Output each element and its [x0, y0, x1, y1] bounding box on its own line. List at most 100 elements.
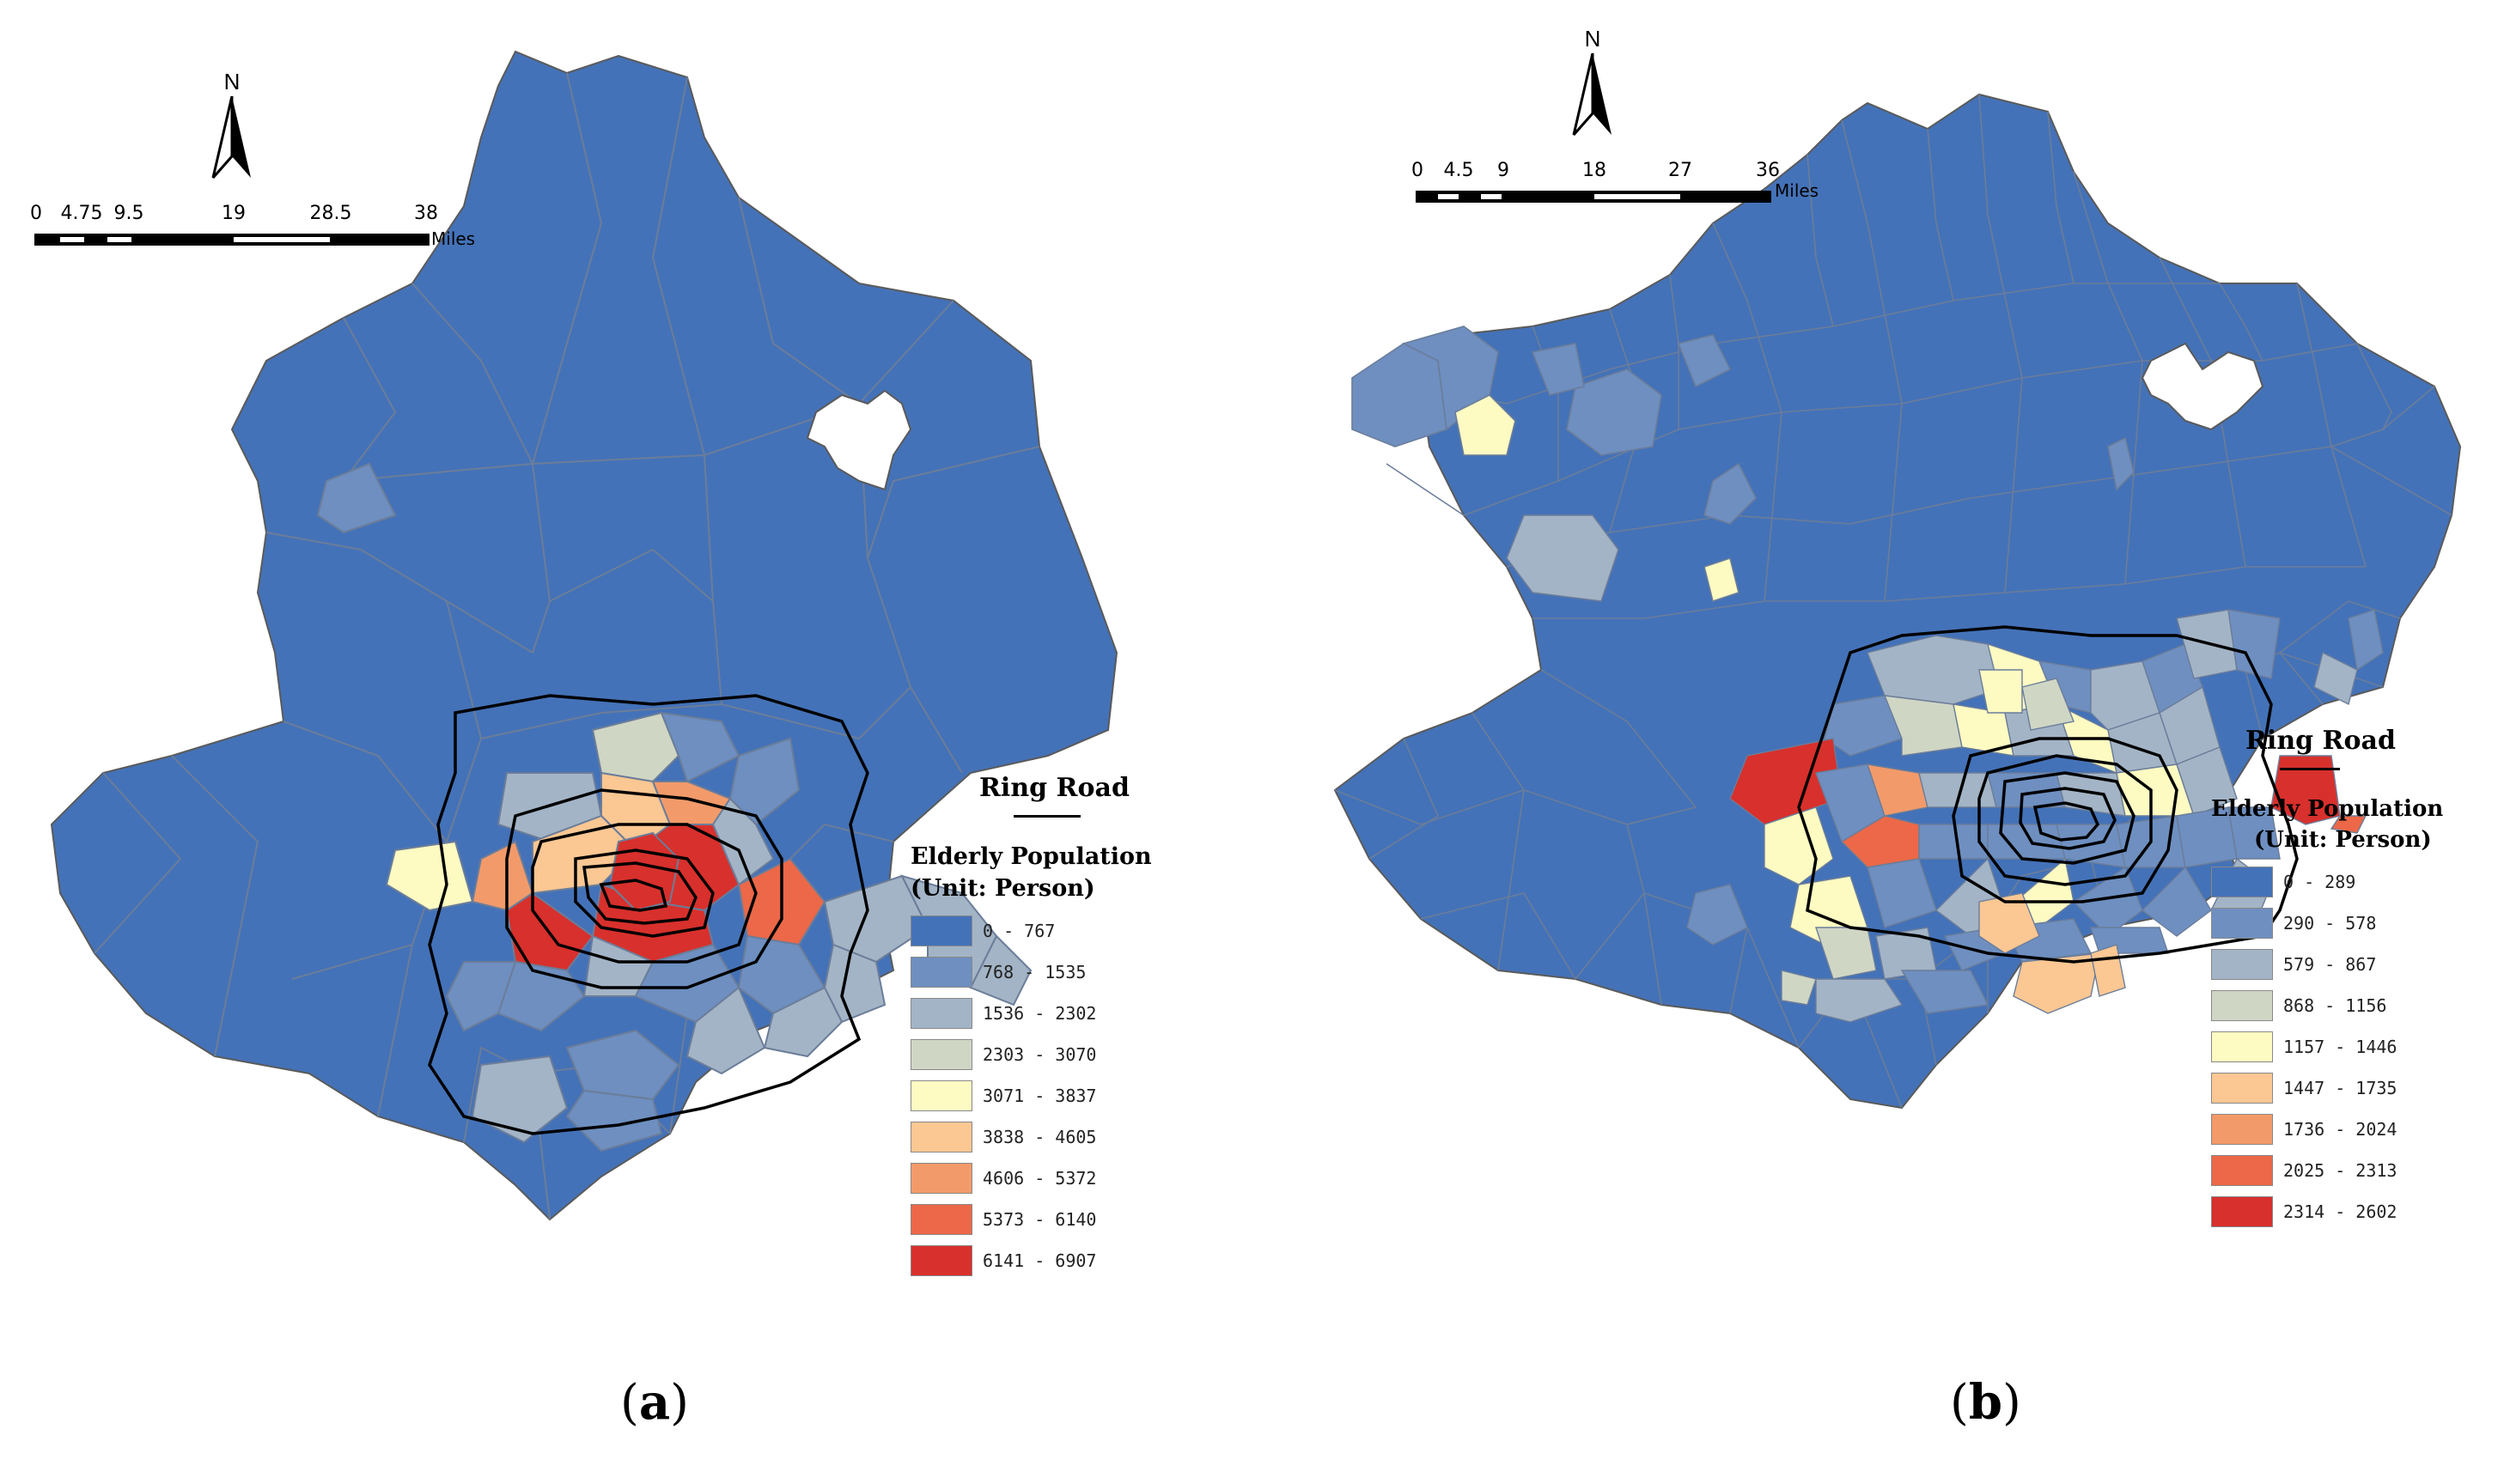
- legend-item: 5373 - 6140: [911, 1199, 1254, 1240]
- legend-item: 1447 - 1735: [2211, 1067, 2495, 1109]
- scale-tick-label: 4.5: [1443, 160, 1474, 181]
- scale-tick-label: 4.75: [60, 203, 103, 224]
- legend-range: 768 - 1535: [983, 962, 1087, 982]
- scale-tick-label: 0: [30, 203, 42, 224]
- scale-tick-label: 18: [1582, 160, 1606, 181]
- north-arrow-a: N: [206, 69, 258, 180]
- legend-item: 0 - 289: [2211, 861, 2495, 903]
- legend-range: 1736 - 2024: [2283, 1119, 2397, 1140]
- scale-tick-label: 38: [414, 203, 438, 224]
- legend-swatch: [911, 1204, 972, 1235]
- legend-unit-b: (Unit: Person): [2254, 827, 2432, 853]
- ring-road-label-a: Ring Road: [979, 773, 1130, 803]
- north-arrow-icon: [211, 96, 251, 179]
- legend-range: 290 - 578: [2283, 913, 2377, 934]
- scale-bar-graphic-a: [34, 234, 430, 246]
- legend-swatch: [2211, 1073, 2273, 1104]
- legend-item: 868 - 1156: [2211, 985, 2495, 1026]
- scale-tick-label: 0: [1411, 160, 1423, 181]
- legend-range: 5373 - 6140: [983, 1209, 1097, 1230]
- scale-tick-label: 36: [1756, 160, 1780, 181]
- caption-open: (: [620, 1375, 639, 1431]
- legend-item: 768 - 1535: [911, 952, 1254, 993]
- scale-tick-label: 9.5: [113, 203, 144, 224]
- caption-letter: b: [1968, 1374, 2003, 1431]
- legend-item: 2025 - 2313: [2211, 1150, 2495, 1191]
- legend-swatch: [911, 957, 972, 988]
- legend-title-a: Elderly Population: [911, 843, 1152, 870]
- northwest-districts-b: [1351, 325, 2135, 603]
- caption-b: (b): [1950, 1374, 2021, 1431]
- legend-swatch: [2211, 1155, 2273, 1186]
- legend-item: 3838 - 4605: [911, 1116, 1254, 1158]
- caption-a: (a): [620, 1374, 689, 1431]
- north-label-b: N: [1584, 26, 1601, 52]
- legend-a: Ring Road Elderly Population (Unit: Pers…: [911, 773, 1254, 1281]
- legend-item: 1536 - 2302: [911, 993, 1254, 1034]
- legend-range: 1447 - 1735: [2283, 1078, 2397, 1098]
- legend-item: 290 - 578: [2211, 903, 2495, 944]
- map-panel-b: N 0 4.5 9 18 27 36 Miles Ring Road Elder…: [1249, 0, 2498, 1484]
- scale-tick-label: 19: [222, 203, 246, 224]
- legend-range: 868 - 1156: [2283, 995, 2387, 1016]
- legend-item: 1157 - 1446: [2211, 1026, 2495, 1067]
- legend-range: 4606 - 5372: [983, 1168, 1097, 1189]
- legend-swatch: [911, 998, 972, 1029]
- legend-item: 2314 - 2602: [2211, 1191, 2495, 1232]
- choropleth-map-a: [50, 50, 1118, 1221]
- reservoir-hole-a: [806, 389, 912, 491]
- legend-range: 3838 - 4605: [983, 1127, 1097, 1147]
- legend-unit-a: (Unit: Person): [911, 875, 1095, 902]
- legend-range: 0 - 289: [2283, 872, 2356, 892]
- legend-title-b: Elderly Population: [2211, 796, 2444, 822]
- ring-roads-a: [428, 694, 869, 1135]
- legend-swatch: [911, 1080, 972, 1111]
- legend-swatch: [2211, 867, 2273, 897]
- legend-swatch: [911, 1245, 972, 1276]
- legend-item: 0 - 767: [911, 910, 1254, 952]
- legend-swatch: [2211, 949, 2273, 980]
- legend-range: 3071 - 3837: [983, 1086, 1097, 1106]
- caption-close: ): [2002, 1375, 2021, 1431]
- legend-swatch: [911, 1122, 972, 1153]
- legend-range: 2025 - 2313: [2283, 1160, 2397, 1181]
- legend-item: 6141 - 6907: [911, 1240, 1254, 1281]
- legend-swatch: [2211, 908, 2273, 939]
- north-arrow-b: N: [1567, 26, 1618, 137]
- ring-road-line-swatch: [1014, 815, 1081, 818]
- scale-unit-b: Miles: [1775, 180, 1819, 201]
- north-arrow-icon: [1572, 53, 1612, 136]
- legend-swatch: [2211, 1196, 2273, 1227]
- district-nw-a: [316, 462, 397, 534]
- legend-item: 4606 - 5372: [911, 1158, 1254, 1199]
- legend-range: 0 - 767: [983, 921, 1056, 941]
- ring-roads-b: [1797, 625, 2299, 964]
- scale-bar-a: 0 4.75 9.5 19 28.5 38 Miles: [0, 198, 533, 258]
- legend-range: 6141 - 6907: [983, 1250, 1097, 1271]
- legend-swatch: [911, 1039, 972, 1070]
- ring-road-line-swatch: [2280, 768, 2340, 770]
- legend-range: 2303 - 3070: [983, 1044, 1097, 1065]
- legend-item: 1736 - 2024: [2211, 1109, 2495, 1150]
- caption-letter: a: [638, 1374, 671, 1431]
- legend-item: 3071 - 3837: [911, 1075, 1254, 1116]
- legend-item: 579 - 867: [2211, 944, 2495, 985]
- legend-b: Ring Road Elderly Population (Unit: Pers…: [2211, 726, 2495, 1232]
- reservoir-hole-b: [2141, 342, 2264, 431]
- legend-swatch: [2211, 1031, 2273, 1062]
- north-label-a: N: [223, 69, 241, 94]
- legend-swatch: [911, 1163, 972, 1194]
- caption-open: (: [1950, 1375, 1969, 1431]
- legend-swatch: [2211, 990, 2273, 1021]
- scale-tick-label: 9: [1497, 160, 1509, 181]
- map-panel-a: N 0 4.75 9.5 19 28.5 38 Miles Ring Road …: [0, 50, 1152, 1431]
- ring-road-label-b: Ring Road: [2245, 726, 2396, 756]
- caption-close: ): [670, 1375, 690, 1431]
- legend-swatch: [911, 915, 972, 946]
- legend-item: 2303 - 3070: [911, 1034, 1254, 1075]
- legend-range: 1536 - 2302: [983, 1003, 1097, 1024]
- legend-swatch: [2211, 1114, 2273, 1145]
- scale-tick-label: 28.5: [309, 203, 352, 224]
- legend-range: 579 - 867: [2283, 954, 2377, 975]
- scale-unit-a: Miles: [431, 228, 476, 249]
